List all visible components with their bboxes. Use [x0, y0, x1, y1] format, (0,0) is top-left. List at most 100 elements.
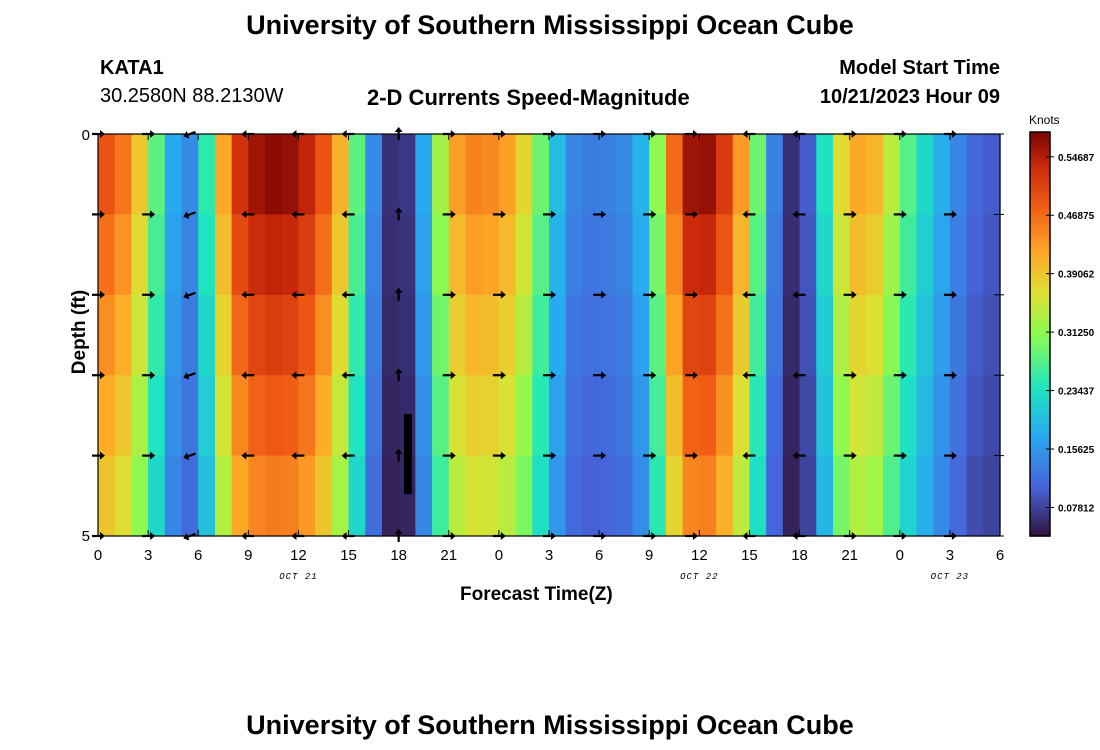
heatmap-cell	[866, 455, 884, 537]
x-tick-label: 0	[896, 547, 904, 564]
heatmap-cell	[448, 134, 467, 215]
heatmap-cell	[415, 294, 433, 376]
heatmap-cell	[131, 214, 149, 296]
current-arrow	[241, 451, 255, 460]
heatmap-cell	[699, 134, 717, 215]
current-arrow	[593, 451, 607, 460]
heatmap-cell	[866, 375, 884, 457]
colorbar-segment	[1030, 155, 1050, 160]
heatmap-cell	[632, 455, 650, 537]
colorbar-segment	[1030, 455, 1050, 460]
heatmap-cell	[114, 375, 133, 457]
heatmap-cell	[231, 134, 249, 215]
colorbar-segment	[1030, 505, 1050, 510]
heatmap-cell	[331, 455, 350, 537]
heatmap-cell	[265, 375, 283, 457]
heatmap-cell	[649, 294, 667, 376]
heatmap-cell	[632, 294, 650, 376]
heatmap-cell	[214, 214, 233, 296]
heatmap-cell	[398, 134, 416, 215]
colorbar-segment	[1030, 451, 1050, 456]
heatmap-cell	[749, 214, 767, 296]
heatmap-cell	[615, 375, 634, 457]
heatmap-cell	[866, 134, 884, 215]
current-arrow	[341, 210, 355, 219]
colorbar-tick-label: 0.54687	[1058, 153, 1095, 164]
heatmap-cell	[248, 455, 266, 537]
current-arrow	[241, 210, 255, 219]
y-axis: 0 5	[82, 127, 90, 545]
current-arrow	[593, 371, 607, 380]
current-arrow	[442, 290, 456, 299]
colorbar-segment	[1030, 381, 1050, 386]
heatmap-cell	[565, 294, 584, 376]
heatmap-cell	[265, 134, 283, 215]
heatmap-cell	[482, 455, 500, 537]
heatmap-cell	[899, 134, 918, 215]
heatmap-cell	[565, 375, 584, 457]
colorbar-segment	[1030, 320, 1050, 325]
heatmap-cell	[983, 294, 1001, 376]
current-arrow	[943, 371, 957, 380]
heatmap-cell	[799, 214, 817, 296]
current-arrow	[684, 371, 698, 380]
model-start-value: 10/21/2023 Hour 09	[819, 86, 1000, 108]
heatmap-cell	[248, 375, 266, 457]
heatmap-cell	[515, 134, 533, 215]
colorbar-segment	[1030, 182, 1050, 187]
colorbar-segment	[1030, 408, 1050, 413]
current-arrow	[684, 451, 698, 460]
heatmap-cell	[716, 294, 734, 376]
heatmap-cell	[348, 134, 366, 215]
heatmap-cell	[231, 455, 249, 537]
colorbar-segment	[1030, 300, 1050, 305]
heatmap-cell	[114, 134, 133, 215]
current-arrow	[943, 290, 957, 299]
colorbar-segment	[1030, 216, 1050, 221]
heatmap-cell	[131, 375, 149, 457]
current-arrow	[792, 451, 806, 460]
heatmap-cell	[131, 134, 149, 215]
heatmap-cell	[716, 134, 734, 215]
colorbar-segment	[1030, 532, 1050, 537]
date-label: OCT 21	[279, 572, 317, 582]
heatmap-cell	[515, 455, 533, 537]
heatmap-cell	[281, 455, 300, 537]
heatmap-cell	[832, 375, 851, 457]
current-arrow	[943, 210, 957, 219]
heatmap-cell	[799, 134, 817, 215]
current-arrow	[792, 371, 806, 380]
colorbar-segment	[1030, 209, 1050, 214]
heatmap-cell	[98, 134, 116, 215]
current-arrow	[142, 210, 156, 219]
colorbar-units: Knots	[1029, 113, 1060, 127]
heatmap-cell	[732, 134, 751, 215]
colorbar-tick-label: 0.23437	[1058, 387, 1095, 398]
heatmap-cell	[549, 134, 567, 215]
heatmap-cell	[198, 455, 216, 537]
heatmap-cell	[799, 455, 817, 537]
chart-subtitle: 2-D Currents Speed-Magnitude	[367, 85, 690, 110]
heatmap-cell	[766, 455, 784, 537]
heatmap-cell	[198, 214, 216, 296]
colorbar-segment	[1030, 448, 1050, 453]
colorbar-segment	[1030, 468, 1050, 473]
colorbar-segment	[1030, 226, 1050, 231]
colorbar-segment	[1030, 266, 1050, 271]
heatmap-cell	[582, 375, 600, 457]
colorbar-segment	[1030, 135, 1050, 140]
heatmap-cell	[498, 455, 517, 537]
heatmap-cell	[549, 214, 567, 296]
colorbar-segment	[1030, 391, 1050, 396]
x-tick-label: 0	[94, 547, 102, 564]
heatmap-cell	[832, 455, 851, 537]
x-tick-label: 9	[645, 547, 653, 564]
heatmap-cell	[398, 214, 416, 296]
current-arrow	[183, 211, 196, 219]
heatmap-cell	[415, 214, 433, 296]
heatmap-cell	[265, 455, 283, 537]
heatmap-cell	[365, 455, 383, 537]
colorbar-segment	[1030, 270, 1050, 274]
heatmap-cell	[832, 134, 851, 215]
colorbar-segment	[1030, 290, 1050, 295]
